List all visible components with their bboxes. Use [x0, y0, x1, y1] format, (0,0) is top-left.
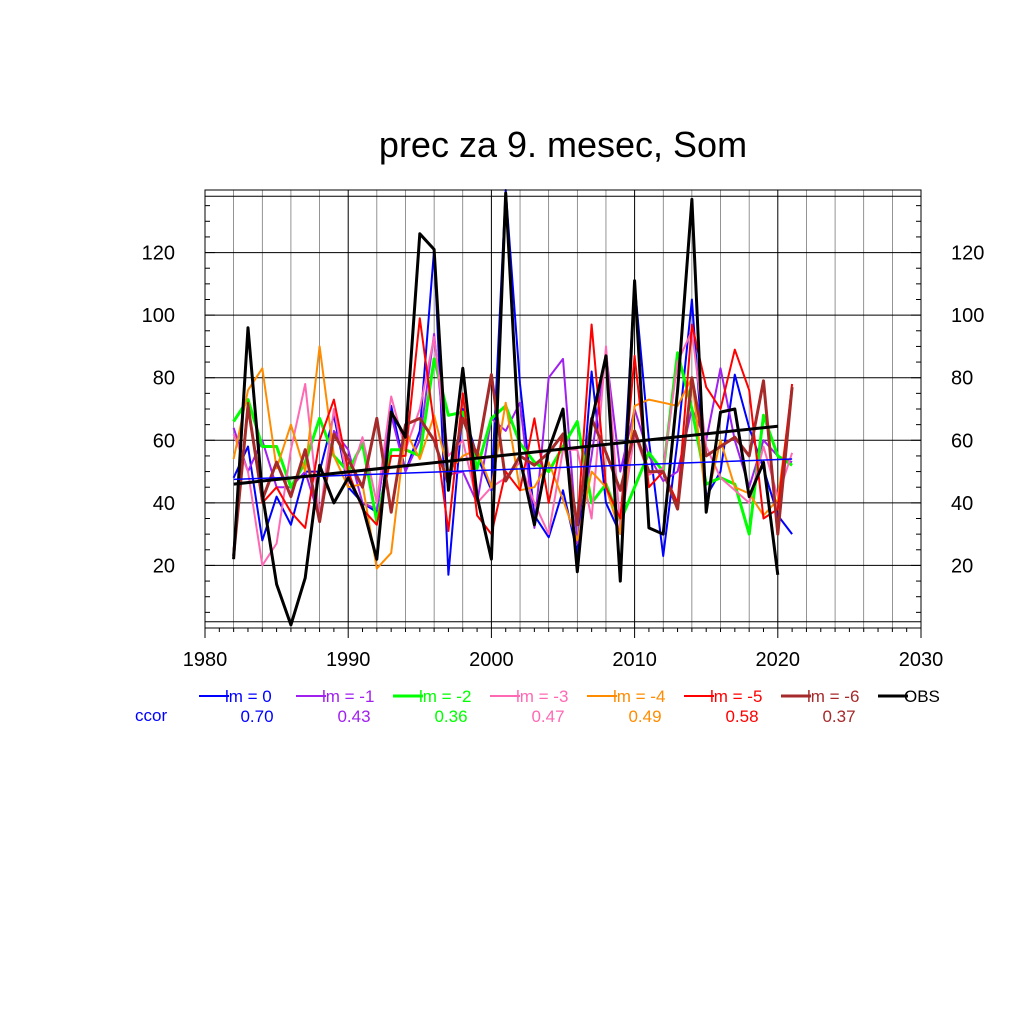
axis-ticks: [204, 205, 922, 638]
y-tick-label-right: 120: [951, 243, 984, 265]
legend-label-2: lm = -2: [419, 687, 471, 706]
y-tick-label-left: 20: [153, 555, 175, 577]
series-line-4: [232, 345, 794, 570]
series-line-0: [232, 189, 793, 576]
grid: [205, 190, 921, 628]
y-tick-label-left: 100: [142, 305, 175, 327]
ccor-value-0: 0.70: [240, 707, 273, 726]
series-line-7: [232, 191, 780, 627]
plot-frame: [204, 189, 922, 629]
legend-label-3: lm = -3: [516, 687, 568, 706]
ccor-value-1: 0.43: [337, 707, 370, 726]
ccor-value-2: 0.36: [434, 707, 467, 726]
y-tick-label-left: 80: [153, 368, 175, 390]
x-tick-label: 2030: [899, 649, 944, 671]
y-tick-label-left: 40: [153, 493, 175, 515]
ccor-value-3: 0.47: [531, 707, 564, 726]
y-tick-label-right: 80: [951, 368, 973, 390]
legend-label-5: lm = -5: [710, 687, 762, 706]
x-tick-label: 2020: [756, 649, 801, 671]
legend-label-1: lm = -1: [322, 687, 374, 706]
x-tick-label: 2000: [469, 649, 514, 671]
trend-line-0: [233, 458, 793, 481]
x-tick-label: 1980: [183, 649, 228, 671]
ccor-value-5: 0.58: [725, 707, 758, 726]
trend-lines: [233, 424, 793, 486]
series-line-6: [232, 373, 794, 557]
y-tick-label-left: 120: [142, 243, 175, 265]
y-tick-label-right: 20: [951, 555, 973, 577]
y-tick-label-left: 60: [153, 430, 175, 452]
x-tick-label: 2010: [612, 649, 657, 671]
ccor-value-4: 0.49: [628, 707, 661, 726]
chart-title: prec za 9. mesec, Som: [379, 124, 747, 165]
y-tick-label-right: 100: [951, 305, 984, 327]
y-tick-label-right: 60: [951, 430, 973, 452]
y-tick-label-right: 40: [951, 493, 973, 515]
x-tick-label: 1990: [326, 649, 371, 671]
legend-label-6: lm = -6: [807, 687, 859, 706]
series-lines: [232, 189, 794, 627]
legend-label-4: lm = -4: [613, 687, 665, 706]
legend-label-7: OBS: [904, 687, 940, 706]
ccor-label: ccor: [135, 706, 167, 725]
legend-label-0: lm = 0: [225, 687, 272, 706]
trend-line-7: [233, 424, 778, 486]
ccor-value-6: 0.37: [822, 707, 855, 726]
